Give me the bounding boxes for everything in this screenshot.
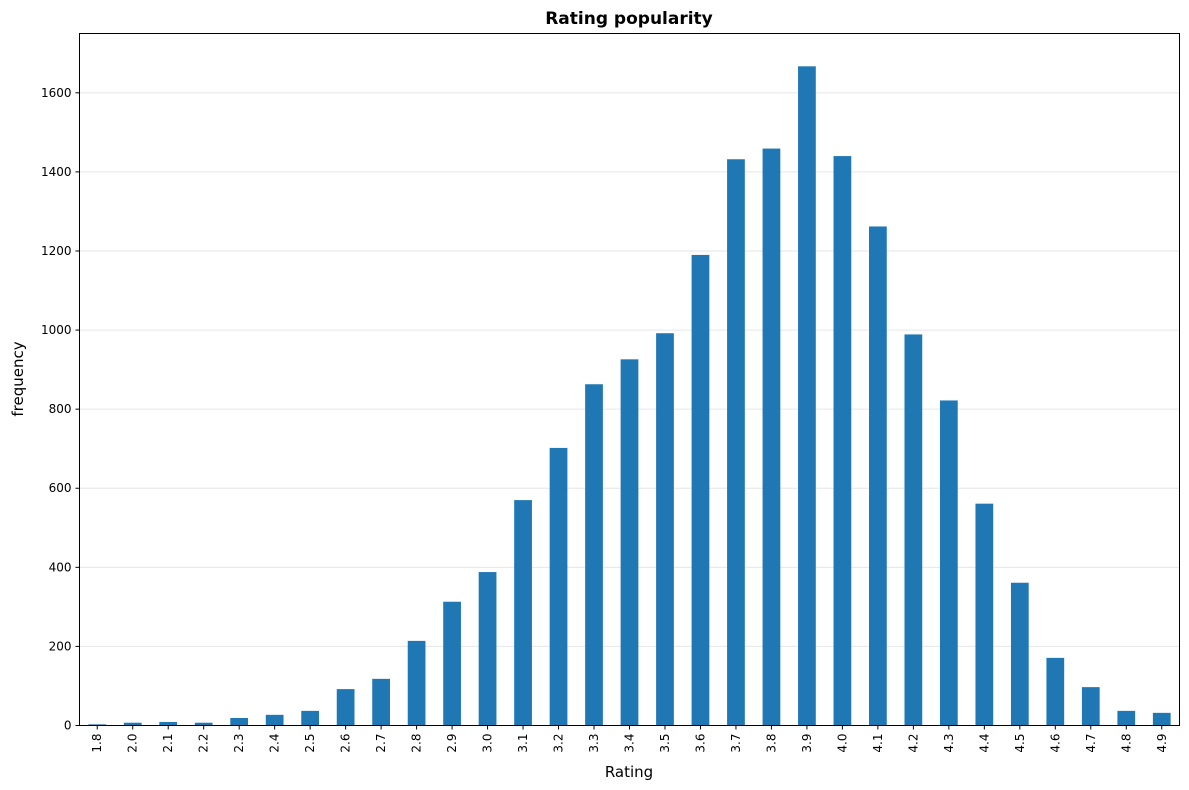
x-tick-label: 2.9 xyxy=(445,734,459,753)
y-axis: 0 200 400 600 800 1000 1200 1400 1600 xyxy=(41,86,80,733)
x-tick-label: 1.8 xyxy=(90,734,104,753)
bar xyxy=(336,689,355,726)
x-tick-label: 2.7 xyxy=(374,734,388,753)
bar xyxy=(194,722,213,726)
bar xyxy=(1117,710,1136,726)
x-tick-label: 3.7 xyxy=(729,734,743,753)
x-tick-label: 4.0 xyxy=(835,734,849,753)
bar xyxy=(372,678,390,726)
bar xyxy=(1152,712,1171,726)
x-tick-label: 4.9 xyxy=(1155,734,1169,753)
bar xyxy=(443,601,461,726)
x-tick-label: 2.1 xyxy=(161,734,175,753)
x-tick-label: 4.8 xyxy=(1119,734,1133,753)
y-tick-label: 1600 xyxy=(41,86,72,100)
bar xyxy=(88,724,107,726)
bar xyxy=(1010,582,1029,726)
x-tick-label: 3.8 xyxy=(764,734,778,753)
x-tick-label: 4.6 xyxy=(1048,734,1062,753)
x-tick-label: 3.6 xyxy=(693,734,707,753)
bar xyxy=(301,710,320,726)
bar xyxy=(265,714,284,726)
x-tick-label: 4.1 xyxy=(871,734,885,753)
bar xyxy=(123,722,142,726)
x-tick-label: 2.5 xyxy=(303,734,317,753)
bar xyxy=(727,159,745,726)
bar xyxy=(478,572,497,726)
bar xyxy=(691,254,710,726)
x-tick-label: 4.5 xyxy=(1013,734,1027,753)
y-tick-label: 0 xyxy=(64,719,72,733)
y-tick-label: 800 xyxy=(49,402,72,416)
bar xyxy=(762,148,781,726)
bar xyxy=(975,503,994,726)
bar xyxy=(230,717,249,726)
x-tick-label: 2.6 xyxy=(339,734,353,753)
bar xyxy=(904,334,923,726)
bar xyxy=(620,359,639,726)
y-tick-label: 1200 xyxy=(41,244,72,258)
y-axis-label: frequency xyxy=(9,341,27,416)
x-tick-label: 3.9 xyxy=(800,734,814,753)
bar xyxy=(549,447,568,726)
x-tick-label: 3.4 xyxy=(623,734,637,753)
x-axis: 1.8 2.0 2.1 2.2 2.3 2.4 2.5 2.6 2.7 2.8 2.9 3.0 3.1 3… xyxy=(90,725,1169,753)
bar xyxy=(585,384,603,726)
x-tick-label: 3.1 xyxy=(516,734,530,753)
bar xyxy=(159,721,178,726)
x-tick-label: 4.2 xyxy=(906,734,920,753)
x-tick-label: 3.5 xyxy=(658,734,672,753)
y-tick-label: 200 xyxy=(49,639,72,653)
x-tick-label: 4.7 xyxy=(1084,734,1098,753)
y-tick-label: 1000 xyxy=(41,323,72,337)
x-tick-label: 4.3 xyxy=(942,734,956,753)
bar xyxy=(656,333,674,726)
x-axis-label: Rating xyxy=(605,763,653,781)
x-tick-label: 3.0 xyxy=(481,734,495,753)
bar xyxy=(939,400,958,726)
x-tick-label: 2.3 xyxy=(232,734,246,753)
x-tick-label: 2.8 xyxy=(410,734,424,753)
bar xyxy=(869,226,887,726)
bar-layer xyxy=(88,66,1171,726)
bar xyxy=(407,640,426,726)
x-tick-label: 2.2 xyxy=(197,734,211,753)
x-tick-label: 3.2 xyxy=(552,734,566,753)
x-tick-label: 2.0 xyxy=(126,734,140,753)
y-tick-label: 400 xyxy=(49,560,72,574)
bar xyxy=(833,156,852,726)
x-tick-label: 2.4 xyxy=(268,734,282,753)
bar xyxy=(798,66,816,726)
chart-title: Rating popularity xyxy=(545,9,713,29)
y-tick-label: 600 xyxy=(49,481,72,495)
bar xyxy=(1046,657,1065,726)
x-tick-label: 4.4 xyxy=(977,734,991,753)
y-tick-label: 1400 xyxy=(41,165,72,179)
bar xyxy=(1081,687,1100,726)
bar xyxy=(514,500,532,726)
x-tick-label: 3.3 xyxy=(587,734,601,753)
